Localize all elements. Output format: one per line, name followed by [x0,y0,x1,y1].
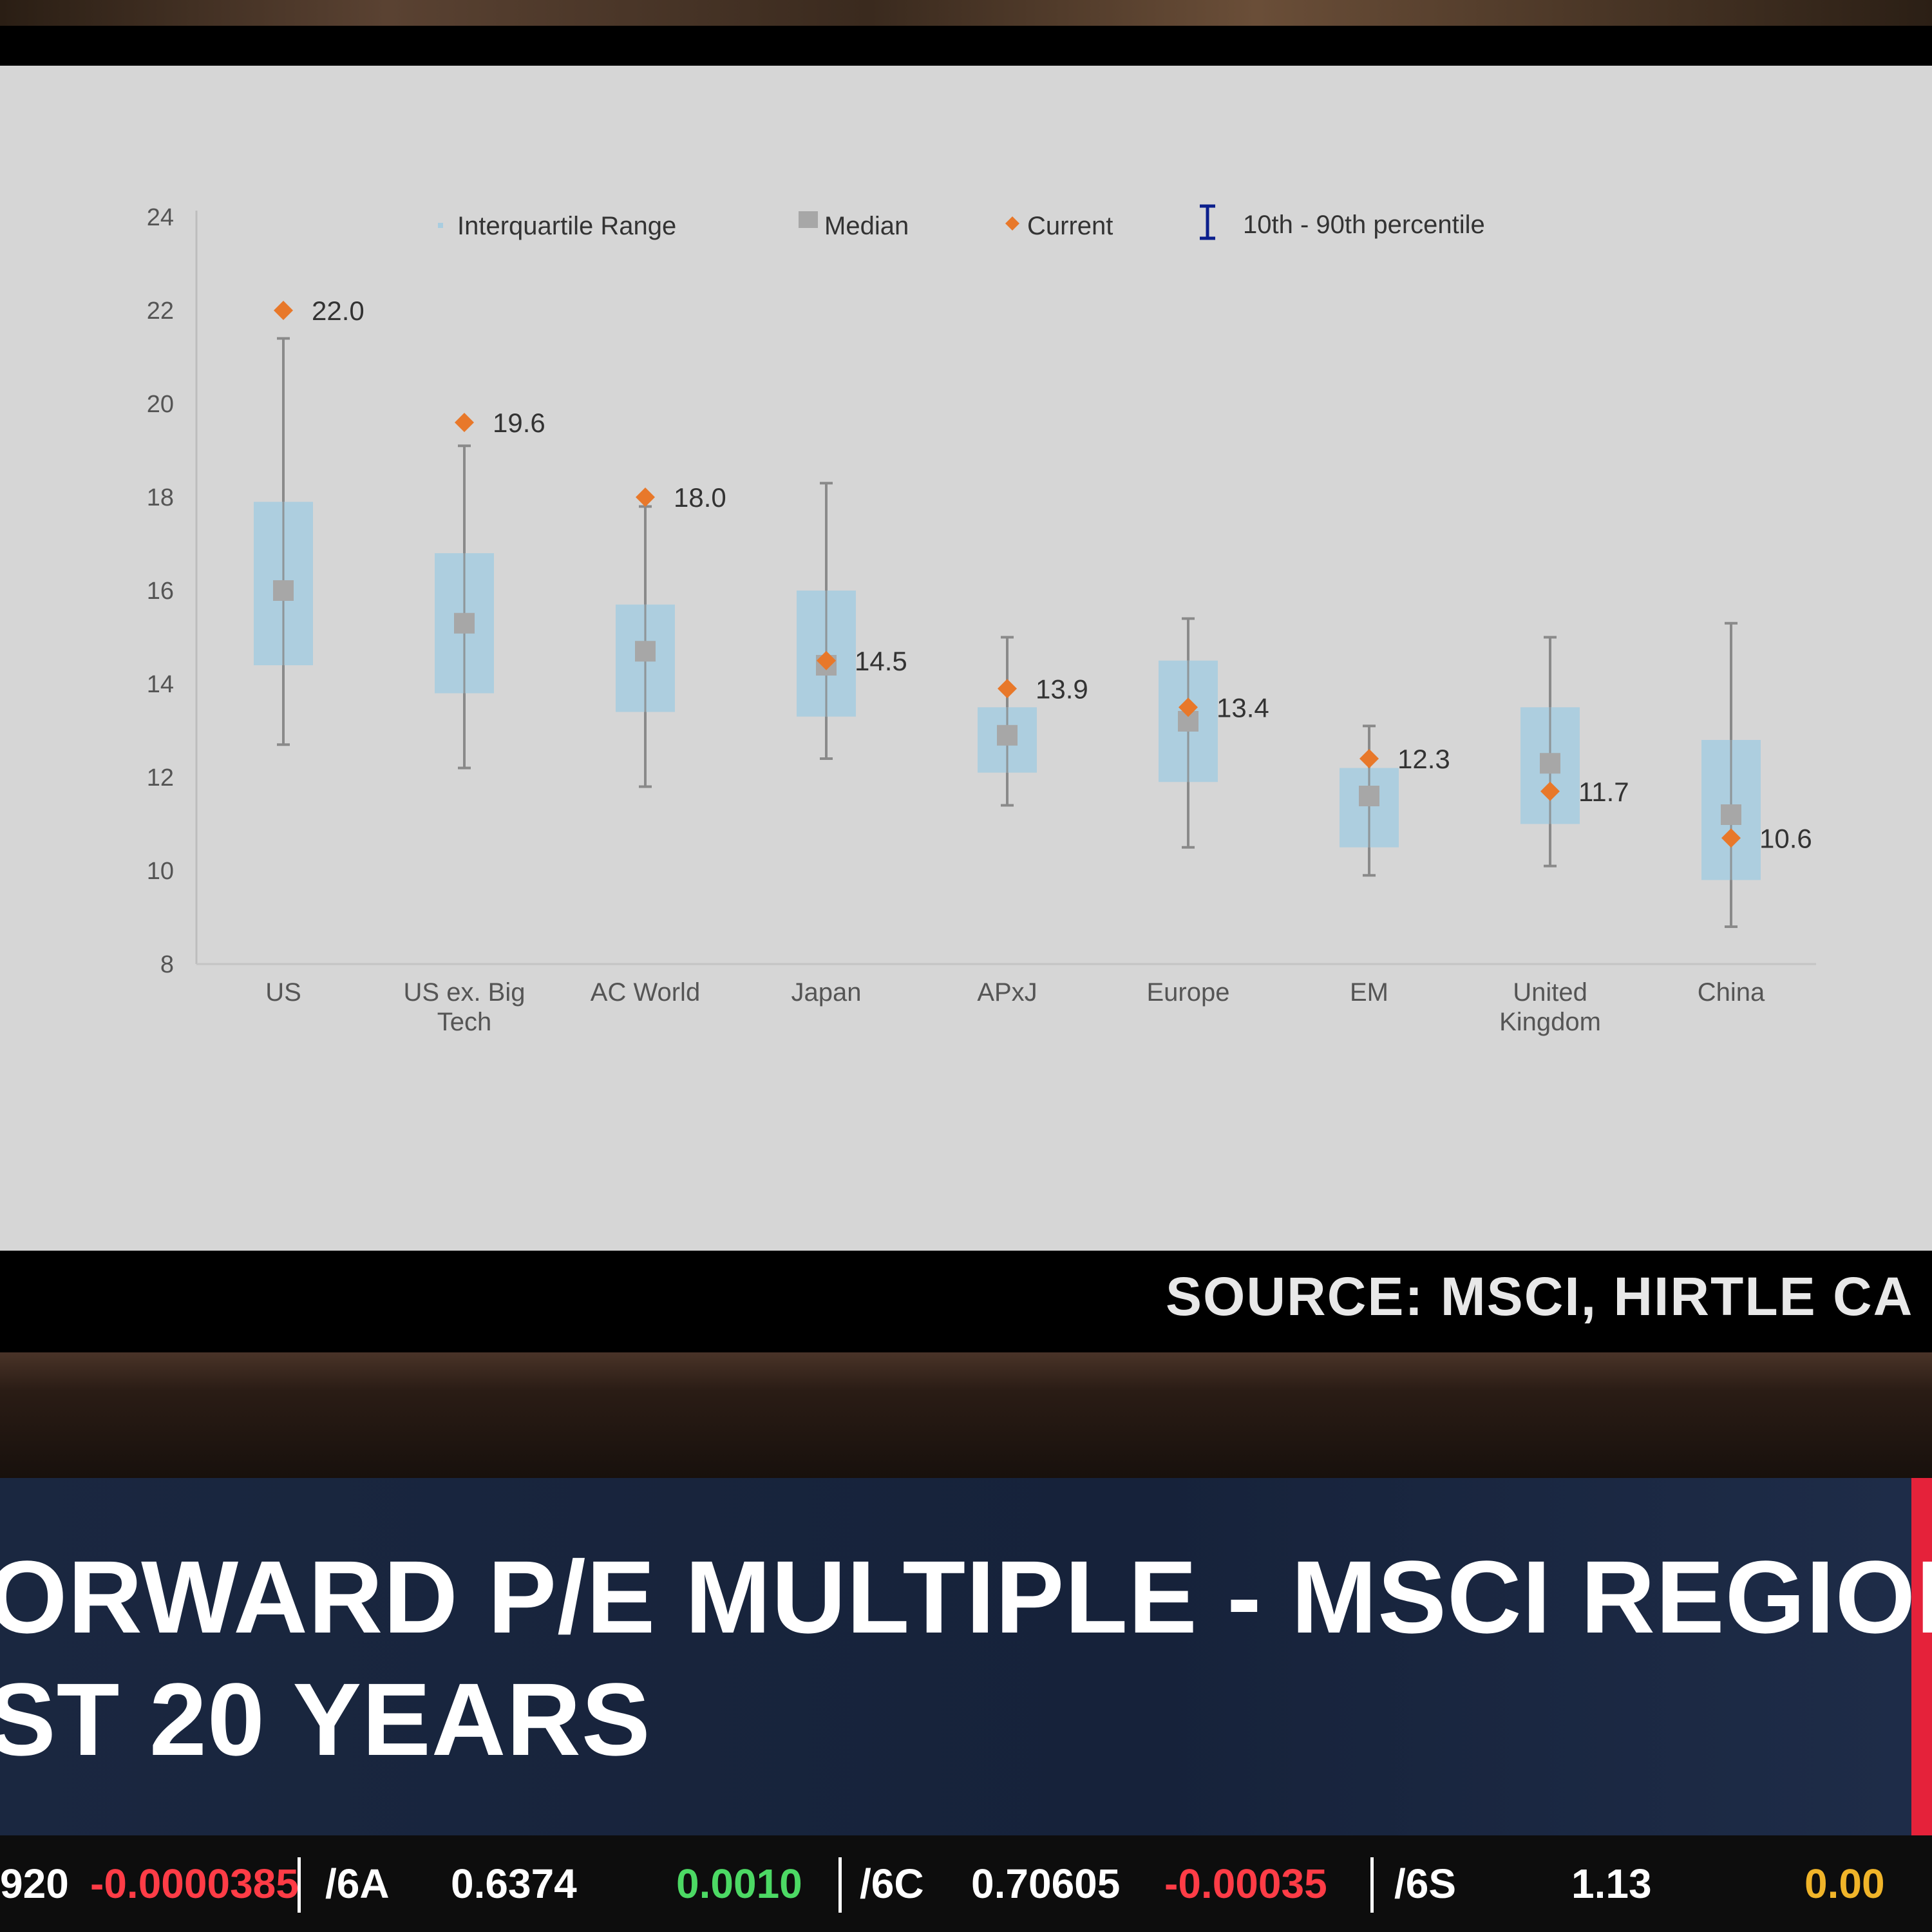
ticker-separator [838,1857,842,1913]
ticker-separator [1370,1857,1374,1913]
current-marker [998,679,1017,699]
y-tick-label: 18 [147,484,174,511]
ticker-change: -0.0000385 [90,1861,299,1907]
current-value-label: 22.0 [312,296,365,326]
current-marker [1540,781,1560,801]
display-screen-frame: 8 10 12 14 16 18 20 22 24 22.0 US 19.6 US ex. Big Te… [0,26,1932,1378]
current-value-label: 13.9 [1036,674,1088,704]
median-marker [997,724,1018,746]
ticker-value: 920 [0,1861,69,1907]
y-tick-label: 24 [147,204,174,231]
category-label: EM [1350,978,1388,1007]
category-label: Japan [791,978,862,1007]
current-value-label: 12.3 [1397,744,1450,774]
ticker-value: 0.70605 [971,1861,1121,1907]
current-marker [1721,828,1741,848]
y-tick-label: 14 [147,671,174,698]
category-label: US [265,978,301,1007]
category-label: Tech [437,1008,492,1036]
headline-line-1: ORWARD P/E MULTIPLE - MSCI REGIONS [0,1539,1932,1654]
legend-label-current: Current [1027,212,1113,240]
chart-screen: 8 10 12 14 16 18 20 22 24 22.0 US 19.6 US ex. Big Te… [0,66,1932,1251]
current-value-label: 11.7 [1578,777,1629,807]
median-marker [273,580,294,601]
category-label: Kingdom [1499,1008,1601,1036]
y-tick-label: 12 [147,764,174,791]
current-value-label: 10.6 [1759,823,1812,853]
y-tick-label: 10 [147,858,174,885]
source-caption: SOURCE: MSCI, HIRTLE CA [1166,1266,1914,1327]
legend-label-iqr: Interquartile Range [457,212,676,240]
median-marker [1540,753,1560,774]
ticker-symbol: /6C [860,1861,924,1907]
current-marker [1359,749,1379,768]
ticker-change: 0.00 [1804,1861,1885,1907]
median-marker [1359,786,1379,806]
current-marker [274,301,293,320]
category-label: AC World [591,978,700,1007]
category-label: Europe [1147,978,1230,1007]
current-marker [1179,697,1198,717]
median-marker [1721,804,1741,825]
median-marker [635,641,656,662]
y-tick-label: 8 [160,951,174,978]
legend-label-percentile: 10th - 90th percentile [1243,211,1485,239]
headline-line-2: ST 20 YEARS [0,1662,651,1777]
current-marker [455,413,474,432]
lower-third-red-accent [1911,1478,1932,1835]
median-marker [454,612,475,634]
category-label: China [1698,978,1765,1007]
ticker-change: -0.00035 [1164,1861,1327,1907]
studio-desk-background [0,1352,1932,1481]
y-tick-label: 16 [147,578,174,605]
y-tick-label: 20 [147,391,174,418]
category-label: United [1513,978,1587,1007]
current-marker [636,488,655,507]
legend-current-swatch [1005,216,1019,231]
lower-third-banner [0,1478,1911,1835]
current-value-label: 14.5 [855,646,907,676]
current-marker [817,650,836,670]
legend-median-swatch [799,211,818,228]
ticker-change: 0.0010 [676,1861,802,1907]
legend-label-median: Median [824,212,909,240]
current-value-label: 19.6 [493,408,545,438]
pe-multiple-chart: 8 10 12 14 16 18 20 22 24 22.0 US 19.6 US ex. BigTe… [147,204,1816,1036]
category-label: US ex. Big [404,978,526,1007]
y-tick-label: 22 [147,298,174,325]
ticker-symbol: /6S [1394,1861,1457,1907]
legend-iqr-swatch [438,223,443,228]
current-value-label: 13.4 [1217,692,1269,723]
ticker-value: 0.6374 [451,1861,577,1907]
category-label: APxJ [977,978,1037,1007]
ticker-separator [298,1857,301,1913]
current-value-label: 18.0 [674,482,726,513]
ticker-symbol: /6A [325,1861,390,1907]
ticker-value: 1.13 [1571,1861,1652,1907]
market-ticker: 920 -0.0000385 /6A 0.6374 0.0010 /6C 0.7… [0,1835,1932,1932]
